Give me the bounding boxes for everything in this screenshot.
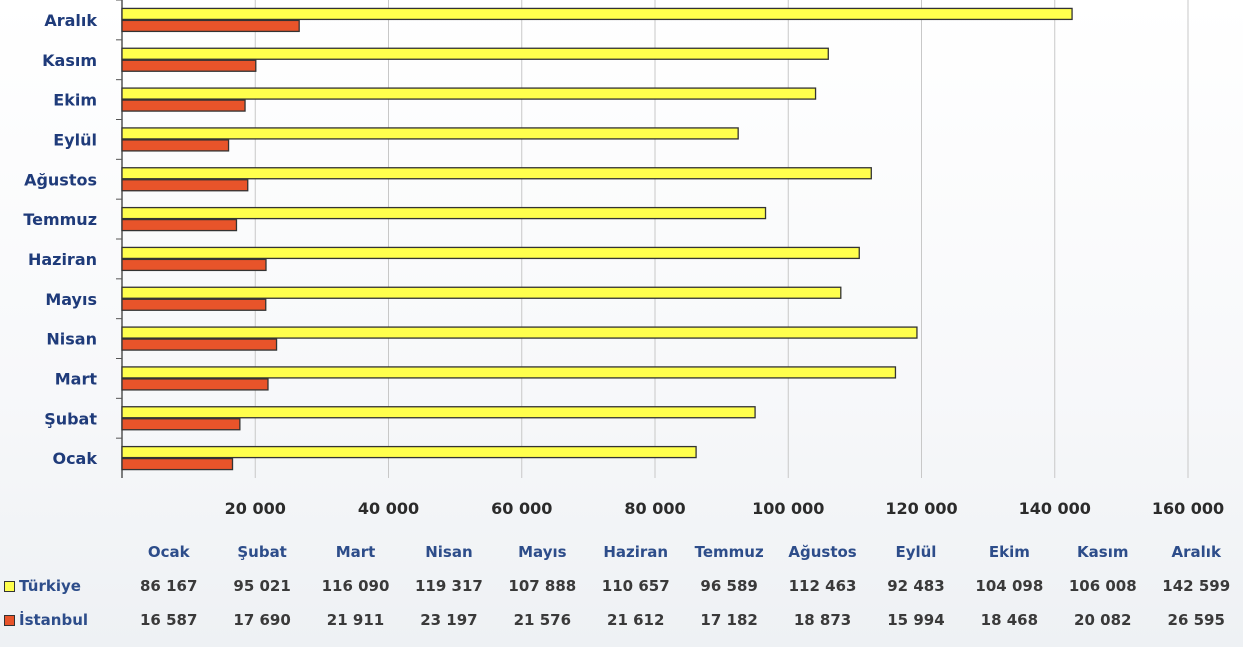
table-cell: 116 090	[321, 577, 390, 595]
table-header-cell: Ocak	[147, 543, 190, 561]
category-label: Aralık	[44, 11, 97, 30]
table-cell: 107 888	[508, 577, 577, 595]
bar-turkiye	[121, 7, 1073, 21]
bar-turkiye	[121, 366, 897, 379]
bar-turkiye	[121, 246, 860, 260]
x-tick-label: 160 000	[1152, 499, 1224, 518]
bar-turkiye	[121, 87, 817, 100]
x-tick-label: 40 000	[358, 499, 419, 518]
table-cell: 112 463	[788, 577, 857, 595]
x-tick-label: 20 000	[225, 499, 286, 518]
bar-turkiye	[121, 326, 918, 339]
bar-istanbul	[121, 218, 238, 232]
bar-turkiye	[121, 206, 767, 220]
x-tick-label: 80 000	[624, 499, 685, 518]
table-header-row: Ocak Şubat Mart Nisan Mayıs Haziran Temm…	[0, 535, 1243, 569]
table-header-cell: Temmuz	[694, 543, 764, 561]
bar-istanbul	[121, 418, 241, 431]
category-label: Ekim	[53, 91, 97, 110]
table-cell: 119 317	[414, 577, 483, 595]
bar-istanbul	[121, 298, 267, 311]
bar-chart: Ocak Şubat Mart Nisan Mayıs Haziran Temmuz Ağus…	[23, 0, 1224, 518]
bar-istanbul	[121, 139, 230, 152]
table-cell: 23 197	[420, 611, 478, 629]
table-cell: 16 587	[139, 611, 198, 629]
table-header-cell: Mart	[335, 543, 376, 561]
table-cell: 17 182	[700, 611, 758, 629]
table-cell: 21 612	[607, 611, 665, 629]
table-header-cell: Kasım	[1077, 543, 1129, 561]
bar-istanbul	[121, 179, 249, 192]
table-cell: 92 483	[887, 577, 945, 595]
table-header-cell: Nisan	[425, 543, 473, 561]
table-cell: 86 167	[139, 577, 198, 595]
table-cell: 17 690	[233, 611, 291, 629]
category-label: Haziran	[28, 250, 97, 269]
x-tick-label: 120 000	[885, 499, 957, 518]
bar-turkiye	[121, 445, 697, 459]
table-header-cell: Ekim	[988, 543, 1030, 561]
legend-swatch-turkiye	[4, 581, 15, 592]
table-cell: 15 994	[887, 611, 945, 629]
table-cell: 95 021	[233, 577, 291, 595]
legend-entry-turkiye: Türkiye	[0, 569, 122, 603]
category-label: Mart	[55, 369, 98, 388]
bar-istanbul	[121, 338, 278, 351]
bar-turkiye	[121, 286, 842, 299]
table-cell: 26 595	[1167, 611, 1225, 629]
category-label: Ağustos	[24, 170, 97, 189]
table-cell: 20 082	[1074, 611, 1132, 629]
category-label: Şubat	[44, 409, 97, 428]
x-tick-label: 100 000	[752, 499, 824, 518]
table-corner	[0, 535, 122, 569]
legend-entry-istanbul: İstanbul	[0, 603, 122, 637]
category-label: Ocak	[52, 449, 97, 468]
legend-label: Türkiye	[19, 577, 81, 595]
table-header-cell: Haziran	[603, 543, 669, 561]
table-row-turkiye: Türkiye 86 167 95 021 116 090 119 317 10…	[0, 569, 1243, 603]
category-label: Temmuz	[23, 210, 97, 229]
bar-istanbul	[121, 99, 246, 112]
x-tick-label: 140 000	[1019, 499, 1091, 518]
table-header-cell: Ağustos	[788, 543, 857, 561]
table-row-istanbul: İstanbul 16 587 17 690 21 911 23 197 21 …	[0, 603, 1243, 637]
category-label: Eylül	[53, 130, 97, 149]
table-cell: 18 468	[980, 611, 1039, 629]
table-cell: 106 008	[1068, 577, 1137, 595]
bar-istanbul	[121, 457, 234, 471]
bar-turkiye	[121, 406, 756, 419]
category-label: Nisan	[46, 330, 97, 349]
table-header-cell: Eylül	[895, 543, 937, 561]
bar-turkiye	[121, 167, 872, 180]
table-cell: 110 657	[601, 577, 670, 595]
bar-istanbul	[121, 59, 257, 72]
category-label: Mayıs	[45, 290, 97, 309]
bar-istanbul	[121, 19, 300, 33]
x-tick-label: 60 000	[491, 499, 552, 518]
table-cell: 104 098	[975, 577, 1044, 595]
table-cell: 21 576	[513, 611, 572, 629]
table-cell: 142 599	[1162, 577, 1231, 595]
category-label: Kasım	[42, 51, 97, 70]
legend-swatch-istanbul	[4, 615, 15, 626]
chart-area: Ocak Şubat Mart Nisan Mayıs Haziran Temmuz Ağus…	[23, 0, 1224, 518]
table-header-cell: Aralık	[1171, 543, 1221, 561]
table-cell: 18 873	[793, 611, 852, 629]
bar-turkiye	[121, 47, 829, 60]
legend-label: İstanbul	[19, 611, 89, 629]
table-header-cell: Mayıs	[518, 543, 567, 561]
table-cell: 21 911	[326, 611, 385, 629]
bar-istanbul	[121, 258, 267, 272]
table-header-cell: Şubat	[237, 543, 287, 561]
data-table: Ocak Şubat Mart Nisan Mayıs Haziran Temm…	[0, 535, 1243, 637]
bar-istanbul	[121, 378, 269, 391]
bar-turkiye	[121, 127, 739, 140]
table-cell: 96 589	[700, 577, 758, 595]
